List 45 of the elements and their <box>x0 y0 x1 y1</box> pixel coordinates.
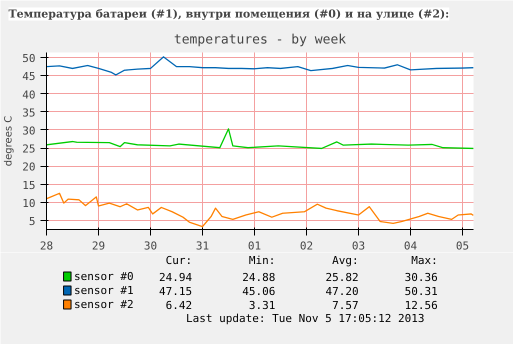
x-tick-label: 05 <box>456 240 470 252</box>
text: 6.42 <box>166 299 192 312</box>
text: 47.20 <box>326 285 359 298</box>
x-tick-label: 28 <box>40 240 54 252</box>
text: 30.36 <box>404 271 438 284</box>
line-series <box>46 192 474 228</box>
chart-subtitle: temperatures - by week <box>174 32 346 48</box>
x-tick-label: 01 <box>248 240 262 252</box>
text: 7.57 <box>332 299 359 312</box>
text: Min: <box>248 254 276 267</box>
y-axis-title: degrees C <box>3 116 14 166</box>
y-tick-label: 40 <box>22 88 36 102</box>
x-tick-label: 02 <box>300 240 314 252</box>
text: Last update: Tue Nov 5 17:05:12 2013 <box>186 312 424 325</box>
text: 24.94 <box>159 271 193 284</box>
text: Cur: <box>166 254 192 267</box>
text: 25.82 <box>326 271 359 284</box>
text: Avg: <box>332 254 359 267</box>
text: 45.06 <box>242 285 276 298</box>
x-tick-label: 31 <box>196 240 210 252</box>
chart-title: Температура батареи (#1), внутри помещения (#0) и на улице (#2): <box>8 8 450 20</box>
text: 24.88 <box>242 271 276 284</box>
legend-label: sensor #2 <box>74 298 134 311</box>
x-tick-label: 03 <box>352 240 366 252</box>
legend-label: sensor #1 <box>74 284 134 297</box>
y-tick-label: 20 <box>22 160 36 174</box>
y-tick-label: 5 <box>28 214 36 228</box>
y-tick-label: 30 <box>22 124 36 138</box>
text: 50.31 <box>404 285 438 298</box>
y-tick-label: 45 <box>22 70 36 84</box>
y-tick-label: 15 <box>22 178 36 192</box>
line-series <box>46 128 474 150</box>
x-tick-label: 04 <box>404 240 418 252</box>
y-tick-label: 10 <box>22 196 36 210</box>
text: Max: <box>411 254 438 267</box>
y-tick-label: 50 <box>22 52 36 66</box>
legend-label: sensor #0 <box>74 270 134 283</box>
y-tick-label: 35 <box>22 106 36 120</box>
y-tick-label: 25 <box>22 142 36 156</box>
text: 47.15 <box>159 285 192 298</box>
text: 12.56 <box>404 299 438 312</box>
line-series <box>46 56 474 76</box>
x-tick-label: 29 <box>92 240 106 252</box>
text: 3.31 <box>248 299 276 312</box>
x-tick-label: 30 <box>144 240 158 252</box>
